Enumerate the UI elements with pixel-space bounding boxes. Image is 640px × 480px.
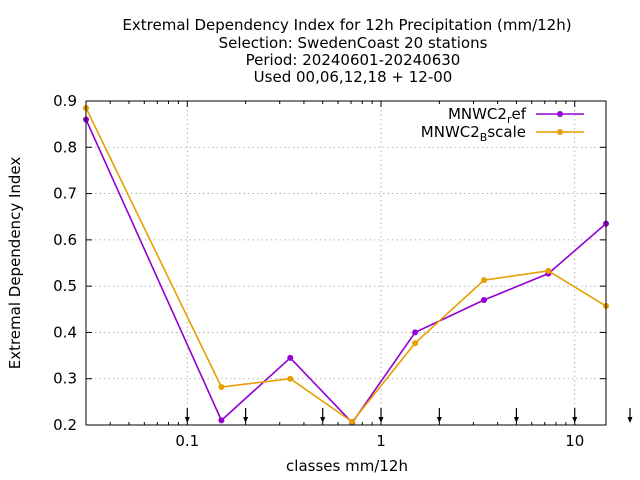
y-tick-label: 0.9 [53,92,77,110]
class-marker-arrowhead [243,417,249,423]
data-point [218,417,225,424]
grid-lines [86,101,606,425]
y-tick-label: 0.7 [53,185,77,203]
data-point [287,375,294,382]
legend-marker [557,129,563,135]
class-marker-arrowhead [627,417,633,423]
data-point [412,340,419,347]
data-point [349,418,356,425]
y-axis-label: Extremal Dependency Index [6,157,24,370]
class-marker-arrowhead [378,417,384,423]
class-marker-arrowhead [320,417,326,423]
class-marker-arrowhead [436,417,442,423]
class-marker-arrowhead [572,417,578,423]
data-point [287,354,294,361]
title-line-3: Period: 20240601-20240630 [246,51,461,69]
legend-marker [557,111,563,117]
data-point [412,329,419,336]
title-line-4: Used 00,06,12,18 + 12-00 [254,68,453,86]
x-tick-label: 10 [565,432,584,450]
chart-title: Extremal Dependency Index for 12h Precip… [122,16,571,86]
x-tick-label: 1 [376,432,386,450]
title-line-1: Extremal Dependency Index for 12h Precip… [122,16,571,34]
series-layer [83,104,609,426]
y-tick-label: 0.2 [53,416,77,434]
data-point [545,267,552,274]
x-tick-label: 0.1 [175,432,199,450]
y-tick-label: 0.6 [53,231,77,249]
series-line [85,107,607,423]
class-marker-arrowhead [184,417,190,423]
y-tick-label: 0.3 [53,370,77,388]
legend-label: MNWC2Bscale [421,123,526,144]
y-tick-label: 0.5 [53,277,77,295]
x-axis-ticks: 0.1 1 10 [85,101,584,450]
title-line-2: Selection: SwedenCoast 20 stations [219,34,488,52]
data-point [218,384,225,391]
x-axis-label: classes mm/12h [286,457,408,475]
series-line [85,119,607,424]
legend-label: MNWC2ref [448,105,527,126]
class-markers [184,408,633,423]
data-point [480,277,487,284]
y-tick-label: 0.8 [53,138,77,156]
y-axis-ticks: 0.2 0.3 0.4 0.5 0.6 0.7 0.8 0.9 [53,92,606,434]
plot-frame [85,100,607,426]
class-marker-arrowhead [513,417,519,423]
y-tick-label: 0.4 [53,323,77,341]
data-point [480,297,487,304]
